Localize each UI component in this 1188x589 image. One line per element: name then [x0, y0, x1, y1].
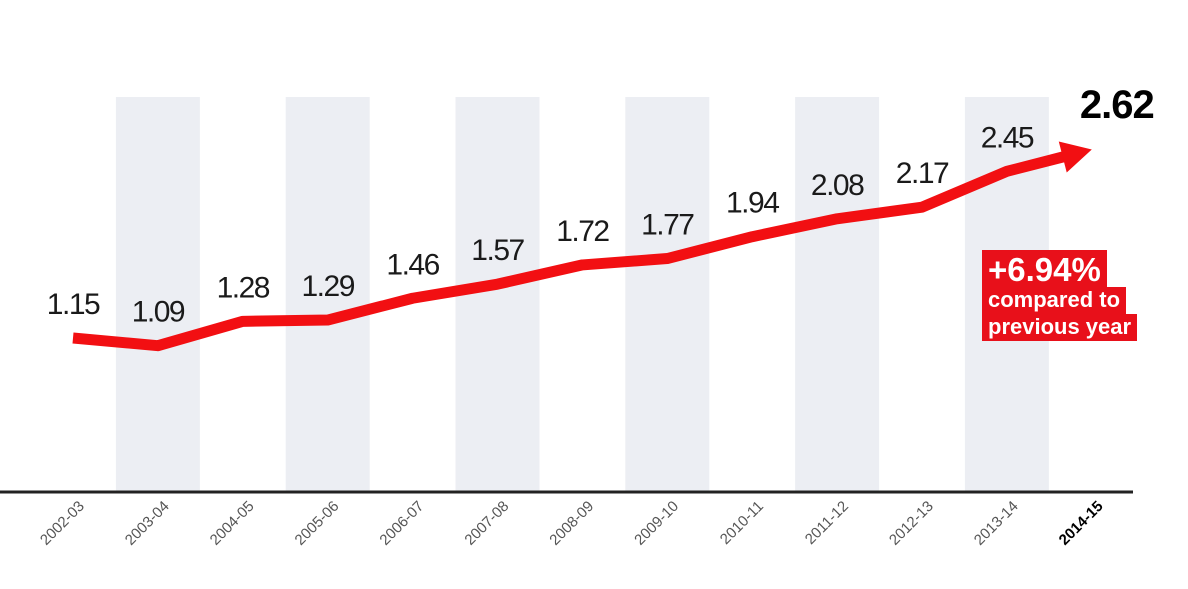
data-label-2013-14: 2.45 [981, 121, 1034, 154]
x-tick-label-2006-07: 2006-07 [376, 498, 427, 549]
data-label-2008-09: 1.72 [556, 215, 609, 248]
x-tick-label-2002-03: 2002-03 [37, 498, 88, 549]
band-2003-04 [115, 97, 200, 492]
data-label-2003-04: 1.09 [132, 296, 185, 329]
data-label-2002-03: 1.15 [47, 288, 100, 321]
series-arrow-head [1058, 141, 1092, 173]
data-label-2011-12: 2.08 [811, 169, 864, 202]
x-tick-label-2010-11: 2010-11 [717, 498, 767, 548]
band-2011-12 [795, 97, 880, 492]
x-tick-label-2012-13: 2012-13 [886, 498, 937, 549]
data-label-2014-15: 2.62 [1080, 83, 1154, 127]
x-tick-label-2011-12: 2011-12 [802, 498, 852, 548]
band-2009-10 [625, 97, 710, 492]
data-label-2010-11: 1.94 [726, 187, 779, 220]
data-label-2007-08: 1.57 [471, 234, 524, 267]
x-tick-label-2013-14: 2013-14 [971, 498, 1022, 549]
x-tick-label-2009-10: 2009-10 [631, 498, 682, 549]
x-tick-label-2007-08: 2007-08 [461, 498, 512, 549]
change-percent: +6.94% [982, 250, 1107, 287]
data-label-2004-05: 1.28 [217, 271, 270, 304]
change-callout: +6.94% compared to previous year [982, 250, 1138, 341]
series-line [72, 151, 1067, 352]
data-label-2006-07: 1.46 [386, 248, 439, 281]
change-caption-line1: compared to [982, 287, 1127, 314]
band-2005-06 [285, 97, 370, 492]
band-2007-08 [455, 97, 540, 492]
data-label-2012-13: 2.17 [896, 157, 949, 190]
data-label-2009-10: 1.77 [641, 209, 694, 242]
data-label-2005-06: 1.29 [302, 270, 355, 303]
x-tick-label-2003-04: 2003-04 [122, 498, 173, 549]
x-tick-label-2014-15: 2014-15 [1056, 498, 1107, 549]
x-tick-label-2004-05: 2004-05 [207, 498, 258, 549]
x-tick-label-2008-09: 2008-09 [546, 498, 597, 549]
change-caption-line2: previous year [982, 314, 1138, 341]
x-tick-label-2005-06: 2005-06 [292, 498, 343, 549]
